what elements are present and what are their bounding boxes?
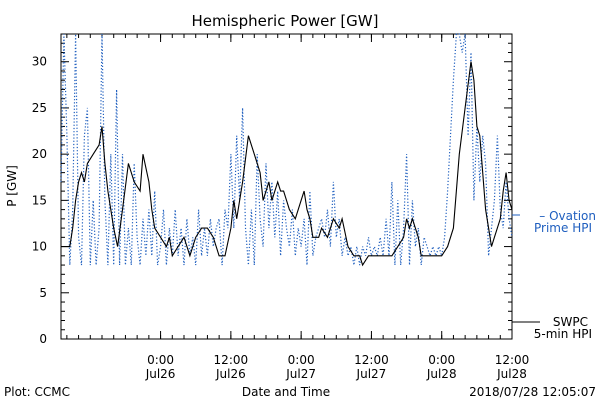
chart-title: Hemispheric Power [GW] xyxy=(192,12,379,30)
x-tick-label-date: Jul28 xyxy=(496,367,527,381)
x-axis-ticks: 0:00Jul2612:00Jul260:00Jul2712:00Jul270:… xyxy=(66,34,530,381)
swpc-legend-label-line1: SWPC xyxy=(553,315,588,329)
x-tick-label-time: 12:00 xyxy=(354,353,389,367)
x-tick-label-date: Jul27 xyxy=(285,367,316,381)
y-tick-label: 20 xyxy=(32,147,47,161)
plot-timestamp: 2018/07/28 12:05:07 xyxy=(469,385,596,399)
x-tick-label-date: Jul26 xyxy=(215,367,246,381)
y-tick-label: 15 xyxy=(32,193,47,207)
y-axis-ticks: 0 5 10 15 20 25 30 xyxy=(32,33,512,346)
x-tick-label-time: 0:00 xyxy=(428,353,455,367)
x-tick-label-date: Jul27 xyxy=(356,367,387,381)
x-axis-label: Date and Time xyxy=(242,385,330,399)
x-tick-label-time: 12:00 xyxy=(495,353,530,367)
series-layer xyxy=(60,33,513,267)
swpc-legend-label-line2: 5-min HPI xyxy=(534,327,592,341)
y-tick-label: 5 xyxy=(39,286,47,300)
plot-credit: Plot: CCMC xyxy=(4,385,70,399)
y-tick-label: 30 xyxy=(32,55,47,69)
y-axis-label: P [GW] xyxy=(5,165,19,207)
y-tick-label: 10 xyxy=(32,240,47,254)
x-tick-label-time: 0:00 xyxy=(288,353,315,367)
x-tick-label-date: Jul26 xyxy=(145,367,176,381)
y-tick-label: 0 xyxy=(39,332,47,346)
ovation-prime-series-line xyxy=(60,33,513,266)
plot-frame xyxy=(60,33,513,340)
ovation-legend-label-line2: Prime HPI xyxy=(534,221,592,235)
ovation-legend-label-line1: – Ovation xyxy=(539,209,596,223)
x-tick-label-time: 12:00 xyxy=(214,353,249,367)
x-tick-label-date: Jul28 xyxy=(426,367,457,381)
swpc-series-line xyxy=(61,61,513,267)
x-tick-label-time: 0:00 xyxy=(147,353,174,367)
y-tick-label: 25 xyxy=(32,101,47,115)
